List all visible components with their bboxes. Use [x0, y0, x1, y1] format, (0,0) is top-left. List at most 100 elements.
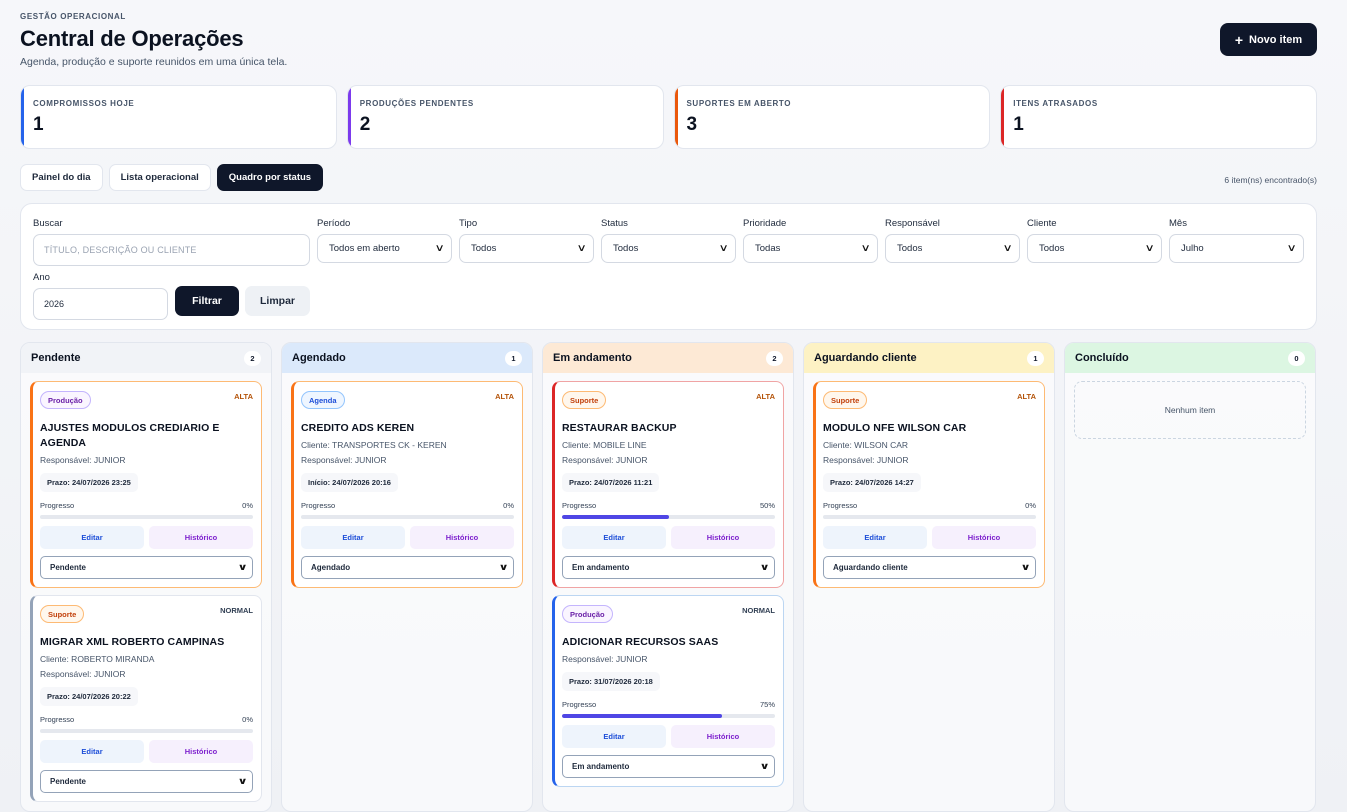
tipo-label: Tipo	[459, 218, 478, 229]
stat-label: SUPORTES EM ABERTO	[686, 99, 792, 108]
status-select[interactable]: Pendente ∨	[40, 770, 253, 793]
progress-label: Progresso	[40, 501, 75, 510]
card-top: Produção ALTA	[40, 391, 253, 410]
status-value: Todos	[613, 243, 639, 254]
status-select-value: Em andamento	[572, 762, 630, 771]
type-badge: Produção	[562, 605, 613, 623]
progress-row: Progresso 0%	[40, 501, 253, 510]
card-actions: Editar Histórico	[562, 725, 775, 748]
tipo-select[interactable]: Todos ∨	[459, 234, 594, 263]
card-date: Prazo: 24/07/2026 14:27	[823, 473, 921, 492]
edit-button[interactable]: Editar	[40, 740, 144, 763]
status-select[interactable]: Agendado ∨	[301, 556, 514, 579]
mes-select[interactable]: Julho ∨	[1169, 234, 1304, 263]
stat-producoes-pendentes: PRODUÇÕES PENDENTES 2	[346, 85, 664, 149]
task-card[interactable]: Suporte ALTA RESTAURAR BACKUP Cliente: MOBI…	[552, 381, 784, 588]
tab-quadro-por-status[interactable]: Quadro por status	[216, 164, 324, 191]
periodo-value: Todos em aberto	[329, 243, 400, 254]
status-select[interactable]: Em andamento ∨	[562, 755, 775, 778]
column-header: Concluído 0	[1065, 343, 1315, 373]
edit-button[interactable]: Editar	[562, 725, 666, 748]
filter-button[interactable]: Filtrar	[175, 286, 239, 316]
edit-button[interactable]: Editar	[823, 526, 927, 549]
column-title: Aguardando cliente	[814, 352, 917, 364]
history-button[interactable]: Histórico	[149, 740, 253, 763]
progress-percent: 0%	[242, 715, 253, 724]
progress-row: Progresso 0%	[301, 501, 514, 510]
new-item-button[interactable]: + Novo item	[1220, 23, 1317, 56]
history-button[interactable]: Histórico	[410, 526, 514, 549]
card-actions: Editar Histórico	[823, 526, 1036, 549]
board-column: Agendado 1 Agenda ALTA CREDITO ADS KEREN Clie…	[281, 342, 533, 812]
status-select[interactable]: Pendente ∨	[40, 556, 253, 579]
progress-label: Progresso	[40, 715, 75, 724]
progress-label: Progresso	[301, 501, 336, 510]
edit-button[interactable]: Editar	[562, 526, 666, 549]
progress-bar	[301, 515, 514, 519]
page-header: GESTÃO OPERACIONAL Central de Operações …	[20, 0, 1317, 86]
prioridade-select[interactable]: Todas ∨	[743, 234, 878, 263]
column-header: Em andamento 2	[543, 343, 793, 373]
chevron-down-icon: ∨	[1286, 243, 1297, 254]
progress-bar	[823, 515, 1036, 519]
ano-input[interactable]: 2026	[33, 288, 168, 320]
progress-percent: 0%	[1025, 501, 1036, 510]
progress-bar	[562, 515, 775, 519]
history-button[interactable]: Histórico	[671, 526, 775, 549]
status-board: Pendente 2 Produção ALTA AJUSTES MODULOS CRE…	[20, 342, 1316, 812]
card-client: Cliente: MOBILE LINE	[562, 440, 647, 450]
history-button[interactable]: Histórico	[149, 526, 253, 549]
card-responsible: Responsável: JUNIOR	[301, 455, 387, 465]
column-count-badge: 1	[505, 350, 522, 366]
task-card[interactable]: Agenda ALTA CREDITO ADS KEREN Cliente: TRAN…	[291, 381, 523, 588]
stat-value: 2	[359, 114, 371, 135]
history-button[interactable]: Histórico	[671, 725, 775, 748]
column-title: Em andamento	[553, 352, 632, 364]
tab-lista-operacional[interactable]: Lista operacional	[108, 164, 211, 191]
tab-painel-do-dia[interactable]: Painel do dia	[20, 164, 103, 191]
mes-value: Julho	[1181, 243, 1204, 254]
card-top: Suporte NORMAL	[40, 605, 253, 624]
search-input[interactable]: TÍTULO, DESCRIÇÃO OU CLIENTE	[33, 234, 310, 266]
column-count-badge: 2	[766, 350, 783, 366]
card-responsible: Responsável: JUNIOR	[40, 455, 126, 465]
edit-button[interactable]: Editar	[301, 526, 405, 549]
type-badge: Agenda	[301, 391, 345, 409]
column-header: Pendente 2	[21, 343, 271, 373]
responsavel-select[interactable]: Todos ∨	[885, 234, 1020, 263]
progress-label: Progresso	[562, 700, 597, 709]
status-select[interactable]: Todos ∨	[601, 234, 736, 263]
chevron-down-icon: ∨	[237, 562, 248, 572]
progress-percent: 75%	[759, 700, 775, 709]
status-select-value: Agendado	[311, 563, 351, 572]
task-card[interactable]: Produção ALTA AJUSTES MODULOS CREDIARIO E …	[30, 381, 262, 588]
status-select-value: Pendente	[50, 777, 87, 786]
task-card[interactable]: Suporte NORMAL MIGRAR XML ROBERTO CAMPINAS…	[30, 595, 262, 802]
results-count: 6 item(ns) encontrado(s)	[1224, 175, 1317, 185]
card-title: MIGRAR XML ROBERTO CAMPINAS	[40, 636, 225, 648]
card-date: Prazo: 24/07/2026 23:25	[40, 473, 138, 492]
priority-label: ALTA	[234, 392, 253, 401]
card-date: Prazo: 31/07/2026 20:18	[562, 672, 660, 691]
status-select[interactable]: Em andamento ∨	[562, 556, 775, 579]
task-card[interactable]: Suporte ALTA MODULO NFE WILSON CAR Cliente:…	[813, 381, 1045, 588]
page-eyebrow: GESTÃO OPERACIONAL	[20, 12, 126, 21]
task-card[interactable]: Produção NORMAL ADICIONAR RECURSOS SAAS Res…	[552, 595, 784, 787]
chevron-down-icon: ∨	[1002, 243, 1013, 254]
edit-button[interactable]: Editar	[40, 526, 144, 549]
card-client: Cliente: TRANSPORTES CK - KEREN	[301, 440, 447, 450]
card-title: MODULO NFE WILSON CAR	[823, 422, 967, 434]
status-select-value: Aguardando cliente	[833, 563, 908, 572]
card-actions: Editar Histórico	[40, 740, 253, 763]
card-title: ADICIONAR RECURSOS SAAS	[562, 636, 719, 648]
stat-value: 1	[1013, 114, 1024, 135]
column-header: Agendado 1	[282, 343, 532, 373]
search-label: Buscar	[33, 218, 63, 229]
history-button[interactable]: Histórico	[932, 526, 1036, 549]
periodo-select[interactable]: Todos em aberto ∨	[317, 234, 452, 263]
card-top: Produção NORMAL	[562, 605, 775, 624]
cliente-select[interactable]: Todos ∨	[1027, 234, 1162, 263]
clear-button[interactable]: Limpar	[245, 286, 310, 316]
prioridade-value: Todas	[755, 243, 781, 254]
status-select[interactable]: Aguardando cliente ∨	[823, 556, 1036, 579]
